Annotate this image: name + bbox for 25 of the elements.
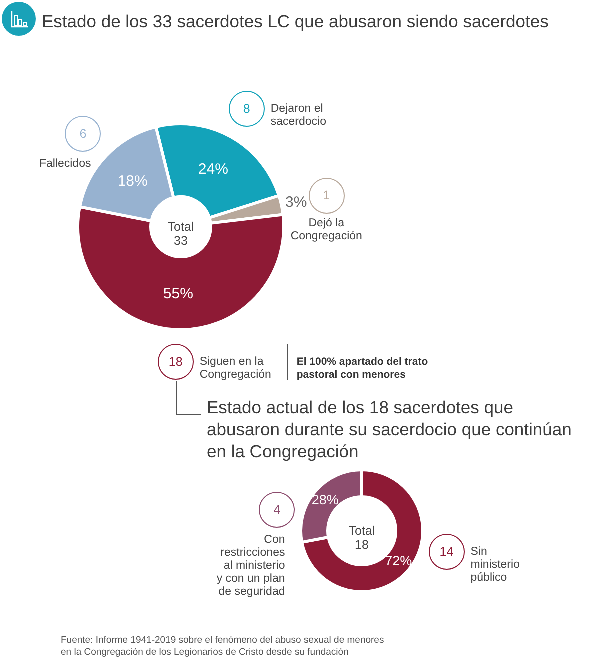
text: 18	[168, 354, 183, 369]
slice-label: Sin ministerio público	[470, 546, 520, 584]
chart-title: Estado actual de los 18 sacerdotes que abusaron durante su sacerdocio que continúan en la Congregación	[207, 398, 572, 462]
slice-label: Fallecidos	[39, 158, 92, 170]
data-label: 3%	[285, 194, 308, 212]
text: Total 18	[348, 524, 376, 552]
data-label: 24%	[198, 160, 228, 178]
slice-label: Siguen en la Congregación	[200, 356, 272, 381]
text: 1	[323, 188, 330, 203]
chart-title: Estado de los 33 sacerdotes LC que abusaron siendo sacerdotes	[42, 12, 550, 32]
donut-slice	[300, 468, 424, 594]
data-label: 55%	[163, 285, 194, 302]
data-label: 18%	[118, 173, 148, 190]
text: Total 33	[168, 220, 194, 248]
text: 14	[440, 545, 454, 560]
text: 8	[243, 102, 250, 116]
text: 4	[274, 502, 281, 517]
text: 6	[80, 126, 87, 141]
data-label: 72%	[385, 553, 412, 568]
data-label: 28%	[312, 492, 339, 508]
source-note: Fuente: Informe 1941-2019 sobre el fenómeno del abuso sexual de menores en la Congregación de los Legionarios de Cristo desde su fundación	[61, 635, 384, 658]
slice-label: Dejaron el sacerdocio	[270, 103, 326, 128]
slice-label: Con restricciones al ministerio y con un plan de seguridad	[216, 534, 286, 598]
text: El 100% apartado del trato pastoral con menores	[296, 356, 428, 381]
slice-label: Dejó la Congregación	[290, 218, 362, 243]
